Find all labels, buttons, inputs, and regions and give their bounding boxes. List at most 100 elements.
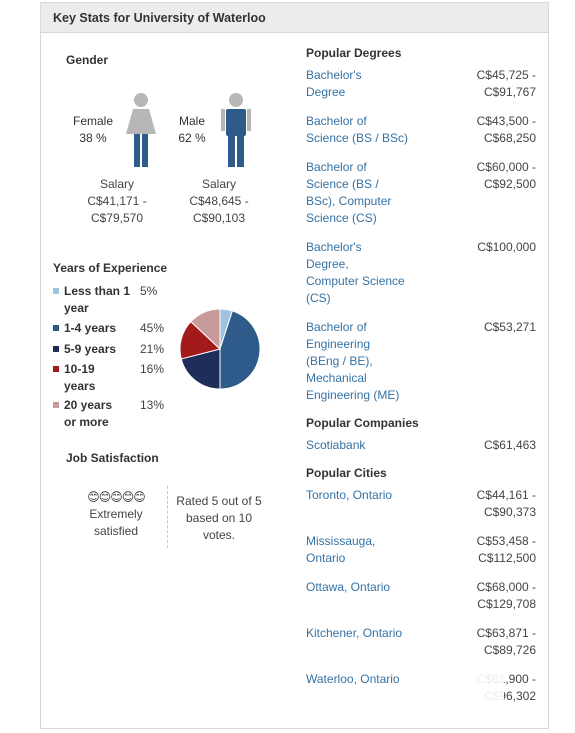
- salary-line: C$44,161 -: [476, 488, 536, 502]
- rating-line1: Rated 5 out of 5: [176, 494, 262, 508]
- experience-title: Years of Experience: [53, 261, 168, 275]
- female-salary-label: Salary: [99, 177, 134, 191]
- pie-slice-5-9-years: [180, 348, 221, 390]
- city-line: Ottawa, Ontario: [306, 580, 391, 594]
- degree-line: BSc), Computer: [306, 194, 392, 208]
- city-link-kitchener[interactable]: Kitchener, Ontario: [306, 625, 426, 642]
- legend-pct: 45%: [140, 321, 165, 335]
- salary-line: C$68,000 -: [476, 580, 536, 594]
- legend-pct: 16%: [140, 362, 165, 376]
- city-link-mississauga[interactable]: Mississauga, Ontario: [306, 533, 426, 567]
- rating-line3: votes.: [202, 528, 235, 542]
- legend-pct: 5%: [140, 284, 158, 298]
- city-line: Waterloo, Ontario: [306, 672, 400, 686]
- salary-line: C$89,726: [483, 643, 536, 657]
- legend-pct: 13%: [140, 398, 165, 412]
- companies-title: Popular Companies: [306, 416, 419, 430]
- degree-line: Bachelor of: [306, 320, 367, 334]
- degree-salary: C$53,271: [446, 319, 536, 336]
- fade-overlay: [414, 666, 504, 706]
- city-line: Toronto, Ontario: [306, 488, 393, 502]
- rating-line2: based on 10: [185, 511, 253, 525]
- salary-line: C$129,708: [477, 597, 536, 611]
- degree-line: Degree,: [306, 257, 349, 271]
- salary-line: C$91,767: [483, 85, 536, 99]
- city-salary: C$68,000 - C$129,708: [446, 579, 536, 613]
- legend-item-20-plus: 20 years or more 13%: [53, 397, 165, 431]
- legend-label: 1-4 years: [64, 321, 117, 335]
- smiley-faces-icon: 😊😊😊😊😊: [87, 490, 146, 504]
- salary-line: C$63,871 -: [476, 626, 536, 640]
- satisfaction-title: Job Satisfaction: [66, 451, 159, 465]
- salary-line: C$60,000 -: [476, 160, 536, 174]
- city-line: Ontario: [306, 551, 346, 565]
- salary-line: C$112,500: [478, 551, 536, 565]
- legend-label: 5-9 years: [64, 342, 117, 356]
- degree-link-beng-me[interactable]: Bachelor of Engineering (BEng / BE), Mec…: [306, 319, 426, 404]
- degree-line: Science (BS / BSc): [306, 131, 409, 145]
- legend-item-1-4: 1-4 years 45%: [53, 320, 165, 337]
- degree-line: Science (BS /: [306, 177, 379, 191]
- female-pct: 38 %: [79, 131, 107, 145]
- satisfaction-rating: Rated 5 out of 5 based on 10 votes.: [172, 493, 266, 544]
- city-salary: C$63,871 - C$89,726: [446, 625, 536, 659]
- degree-line: Bachelor of: [306, 160, 367, 174]
- degree-salary: C$60,000 - C$92,500: [446, 159, 536, 193]
- degree-line: Bachelor of: [306, 114, 367, 128]
- legend-swatch: [53, 366, 59, 372]
- city-salary: C$44,161 - C$90,373: [446, 487, 536, 521]
- legend-item-5-9: 5-9 years 21%: [53, 341, 165, 358]
- degree-line: Bachelor's: [306, 68, 362, 82]
- salary-line: C$100,000: [477, 240, 536, 254]
- experience-pie-chart: [179, 308, 261, 390]
- degree-link-bachelors[interactable]: Bachelor's Degree: [306, 67, 426, 101]
- male-info: Male 62 %: [170, 113, 214, 147]
- degree-link-bsc-cs[interactable]: Bachelor of Science (BS / BSc), Computer…: [306, 159, 426, 227]
- company-link-scotiabank[interactable]: Scotiabank: [306, 438, 366, 452]
- legend-label: 20 years or more: [64, 398, 113, 429]
- legend-item-10-19: 10-19 years 16%: [53, 361, 165, 395]
- city-salary: C$53,458 - C$112,500: [446, 533, 536, 567]
- legend-swatch: [53, 325, 59, 331]
- degree-line: Bachelor's: [306, 240, 362, 254]
- degree-salary: C$100,000: [446, 239, 536, 256]
- female-salary-high: C$79,570: [90, 211, 144, 225]
- female-salary: Salary C$41,171 - C$79,570: [75, 176, 159, 227]
- degree-line: Science (CS): [306, 211, 377, 225]
- degree-salary: C$43,500 - C$68,250: [446, 113, 536, 147]
- legend-pct: 21%: [140, 342, 165, 356]
- legend-swatch: [53, 288, 59, 294]
- legend-item-less-than-1: Less than 1 year 5%: [53, 283, 163, 317]
- male-label: Male: [178, 114, 205, 128]
- male-salary-high: C$90,103: [192, 211, 246, 225]
- degree-line: Engineering (ME): [306, 388, 400, 402]
- salary-line: C$45,725 -: [476, 68, 536, 82]
- female-salary-low: C$41,171 -: [87, 194, 147, 208]
- male-salary-low: C$48,645 -: [189, 194, 249, 208]
- degree-line: Engineering: [306, 337, 371, 351]
- card-header: Key Stats for University of Waterloo: [41, 3, 548, 33]
- cities-title: Popular Cities: [306, 466, 387, 480]
- pie-slice-1-4-years: [219, 310, 261, 390]
- salary-line: C$90,373: [483, 505, 536, 519]
- legend-label: Less than 1 year: [64, 284, 131, 315]
- female-label: Female: [72, 114, 113, 128]
- degree-link-bachelors-cs[interactable]: Bachelor's Degree, Computer Science (CS): [306, 239, 426, 307]
- satisfaction-level-line2: satisfied: [93, 524, 139, 538]
- legend-swatch: [53, 402, 59, 408]
- satisfaction-level-line1: Extremely: [89, 507, 143, 521]
- city-link-toronto[interactable]: Toronto, Ontario: [306, 487, 426, 504]
- city-link-ottawa[interactable]: Ottawa, Ontario: [306, 579, 426, 596]
- male-salary-label: Salary: [201, 177, 236, 191]
- degree-salary: C$45,725 - C$91,767: [446, 67, 536, 101]
- salary-line: C$68,250: [483, 131, 536, 145]
- female-icon: [126, 93, 156, 167]
- city-link-waterloo[interactable]: Waterloo, Ontario: [306, 671, 426, 688]
- salary-line: C$53,458 -: [476, 534, 536, 548]
- degrees-title: Popular Degrees: [306, 46, 402, 60]
- satisfaction-level: Extremely satisfied: [76, 506, 156, 540]
- legend-label: 10-19 years: [64, 362, 96, 393]
- degree-link-bsc[interactable]: Bachelor of Science (BS / BSc): [306, 113, 426, 147]
- degree-line: Computer Science: [306, 274, 405, 288]
- satisfaction-divider: [167, 486, 168, 548]
